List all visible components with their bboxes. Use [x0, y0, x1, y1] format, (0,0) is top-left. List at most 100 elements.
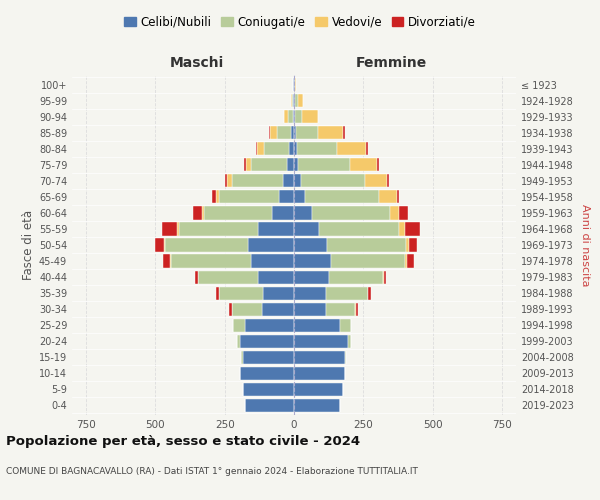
Bar: [329, 270, 383, 283]
Bar: [294, 399, 340, 412]
Bar: [294, 142, 297, 156]
Bar: [319, 222, 400, 235]
Bar: [289, 110, 293, 124]
Bar: [263, 286, 294, 300]
Bar: [271, 126, 277, 140]
Bar: [233, 318, 245, 332]
Bar: [237, 334, 240, 348]
Bar: [294, 206, 312, 220]
Bar: [317, 110, 319, 124]
Bar: [295, 94, 298, 107]
Bar: [294, 270, 329, 283]
Text: Maschi: Maschi: [170, 56, 224, 70]
Bar: [269, 126, 271, 140]
Bar: [302, 110, 317, 124]
Bar: [219, 286, 263, 300]
Bar: [289, 142, 294, 156]
Bar: [337, 142, 366, 156]
Y-axis label: Fasce di età: Fasce di età: [22, 210, 35, 280]
Bar: [257, 142, 264, 156]
Bar: [164, 238, 165, 252]
Bar: [293, 110, 294, 124]
Bar: [343, 126, 345, 140]
Bar: [301, 174, 365, 188]
Bar: [366, 142, 368, 156]
Bar: [305, 190, 379, 203]
Bar: [326, 302, 355, 316]
Bar: [348, 334, 351, 348]
Bar: [405, 222, 420, 235]
Text: Femmine: Femmine: [356, 56, 427, 70]
Bar: [294, 383, 343, 396]
Bar: [293, 94, 294, 107]
Bar: [232, 174, 283, 188]
Bar: [319, 126, 343, 140]
Bar: [340, 318, 351, 332]
Bar: [219, 190, 279, 203]
Bar: [294, 190, 305, 203]
Bar: [294, 158, 298, 172]
Bar: [227, 174, 232, 188]
Bar: [294, 110, 295, 124]
Y-axis label: Anni di nascita: Anni di nascita: [580, 204, 590, 286]
Bar: [350, 158, 377, 172]
Bar: [283, 174, 294, 188]
Bar: [217, 190, 219, 203]
Bar: [328, 238, 406, 252]
Bar: [242, 350, 294, 364]
Bar: [178, 222, 179, 235]
Bar: [245, 318, 294, 332]
Bar: [294, 302, 326, 316]
Bar: [291, 94, 292, 107]
Bar: [400, 222, 405, 235]
Bar: [294, 350, 346, 364]
Bar: [294, 318, 340, 332]
Bar: [298, 158, 350, 172]
Bar: [212, 190, 217, 203]
Text: Popolazione per età, sesso e stato civile - 2024: Popolazione per età, sesso e stato civil…: [6, 435, 360, 448]
Bar: [170, 254, 251, 268]
Bar: [291, 126, 294, 140]
Bar: [163, 254, 170, 268]
Bar: [242, 383, 294, 396]
Bar: [284, 110, 289, 124]
Bar: [326, 286, 368, 300]
Bar: [179, 222, 258, 235]
Bar: [256, 142, 257, 156]
Bar: [217, 286, 218, 300]
Bar: [204, 206, 272, 220]
Bar: [397, 190, 400, 203]
Bar: [296, 126, 319, 140]
Bar: [292, 94, 293, 107]
Text: COMUNE DI BAGNACAVALLO (RA) - Dati ISTAT 1° gennaio 2024 - Elaborazione TUTTITAL: COMUNE DI BAGNACAVALLO (RA) - Dati ISTAT…: [6, 468, 418, 476]
Bar: [232, 302, 262, 316]
Bar: [312, 206, 390, 220]
Bar: [262, 302, 294, 316]
Bar: [244, 158, 246, 172]
Bar: [409, 238, 418, 252]
Bar: [400, 206, 408, 220]
Bar: [165, 238, 248, 252]
Bar: [258, 270, 294, 283]
Bar: [287, 158, 294, 172]
Bar: [383, 270, 384, 283]
Bar: [195, 270, 198, 283]
Bar: [251, 158, 287, 172]
Bar: [240, 366, 294, 380]
Bar: [246, 158, 251, 172]
Bar: [294, 238, 328, 252]
Bar: [202, 206, 204, 220]
Bar: [368, 286, 371, 300]
Bar: [294, 286, 326, 300]
Bar: [198, 270, 258, 283]
Bar: [245, 399, 294, 412]
Bar: [272, 206, 294, 220]
Bar: [224, 174, 227, 188]
Bar: [294, 366, 346, 380]
Bar: [379, 190, 397, 203]
Legend: Celibi/Nubili, Coniugati/e, Vedovi/e, Divorziati/e: Celibi/Nubili, Coniugati/e, Vedovi/e, Di…: [119, 11, 481, 34]
Bar: [298, 94, 302, 107]
Bar: [155, 238, 164, 252]
Bar: [294, 126, 296, 140]
Bar: [294, 222, 319, 235]
